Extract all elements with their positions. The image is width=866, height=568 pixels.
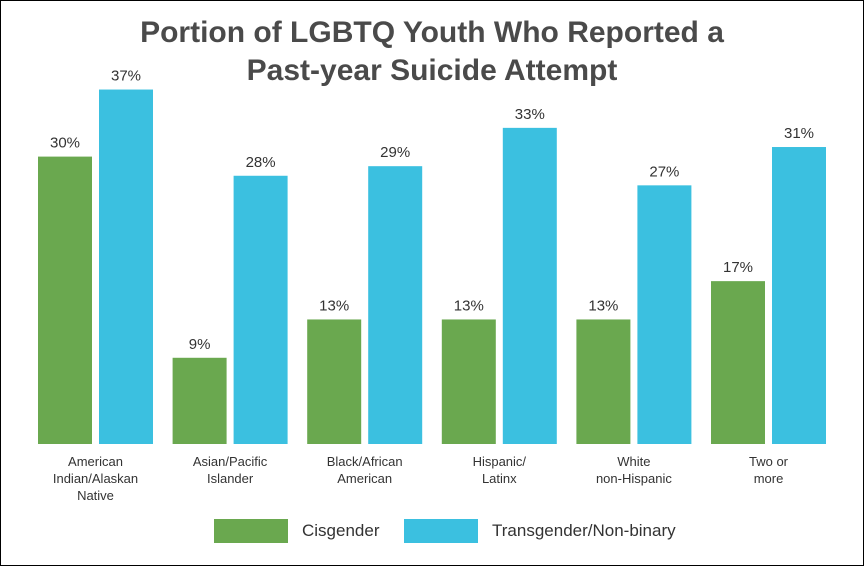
- bar-cisgender-3: [441, 319, 496, 444]
- legend-swatch-cisgender: [214, 519, 288, 543]
- bar-transgender-2: [368, 166, 423, 444]
- data-label-cisgender-1: 9%: [189, 336, 211, 353]
- category-label-4-line-1: non-Hispanic: [596, 471, 672, 486]
- data-label-cisgender-3: 13%: [454, 297, 484, 314]
- legend-swatch-transgender: [404, 519, 478, 543]
- bar-cisgender-0: [38, 156, 92, 444]
- bar-transgender-4: [637, 185, 692, 444]
- category-label-2-line-1: American: [337, 471, 392, 486]
- chart-legend: Cisgender Transgender/Non-binary: [0, 518, 864, 544]
- chart-title-line-1: Portion of LGBTQ Youth Who Reported a: [140, 16, 724, 49]
- legend-label-cisgender: Cisgender: [302, 521, 380, 540]
- data-label-cisgender-2: 13%: [319, 297, 349, 314]
- category-label-2-line-0: Black/African: [327, 454, 403, 469]
- data-label-cisgender-0: 30%: [50, 135, 80, 152]
- bar-cisgender-5: [711, 281, 765, 444]
- data-label-transgender-3: 33%: [515, 106, 545, 123]
- data-label-transgender-5: 31%: [784, 125, 814, 142]
- legend-label-transgender: Transgender/Non-binary: [492, 521, 676, 540]
- data-label-transgender-4: 27%: [649, 163, 679, 180]
- data-label-cisgender-5: 17%: [723, 259, 753, 276]
- bar-transgender-5: [772, 147, 826, 444]
- category-label-4-line-0: White: [617, 454, 650, 469]
- legend-item-cisgender: Cisgender: [214, 518, 380, 544]
- chart-title-line-2: Past-year Suicide Attempt: [246, 54, 618, 87]
- category-label-5-line-1: more: [754, 471, 784, 486]
- category-label-5-line-0: Two or: [749, 454, 789, 469]
- bar-cisgender-1: [172, 357, 227, 444]
- legend-item-transgender: Transgender/Non-binary: [404, 518, 676, 544]
- bar-transgender-0: [99, 89, 153, 444]
- data-label-transgender-0: 37%: [111, 68, 141, 85]
- bar-transgender-3: [502, 127, 557, 445]
- category-label-0-line-1: Indian/Alaskan: [53, 471, 138, 486]
- bar-transgender-1: [233, 175, 288, 444]
- category-label-1-line-0: Asian/Pacific: [193, 454, 268, 469]
- bar-cisgender-2: [307, 319, 362, 444]
- bar-cisgender-4: [576, 319, 631, 444]
- data-label-transgender-1: 28%: [246, 154, 276, 171]
- category-label-0-line-2: Native: [77, 488, 114, 503]
- category-label-0-line-0: American: [68, 454, 123, 469]
- category-label-1-line-1: Islander: [207, 471, 254, 486]
- data-label-cisgender-4: 13%: [588, 297, 618, 314]
- data-label-transgender-2: 29%: [380, 144, 410, 161]
- category-label-3-line-0: Hispanic/: [473, 454, 527, 469]
- chart-title: Portion of LGBTQ Youth Who Reported a Pa…: [0, 14, 864, 90]
- category-label-3-line-1: Latinx: [482, 471, 517, 486]
